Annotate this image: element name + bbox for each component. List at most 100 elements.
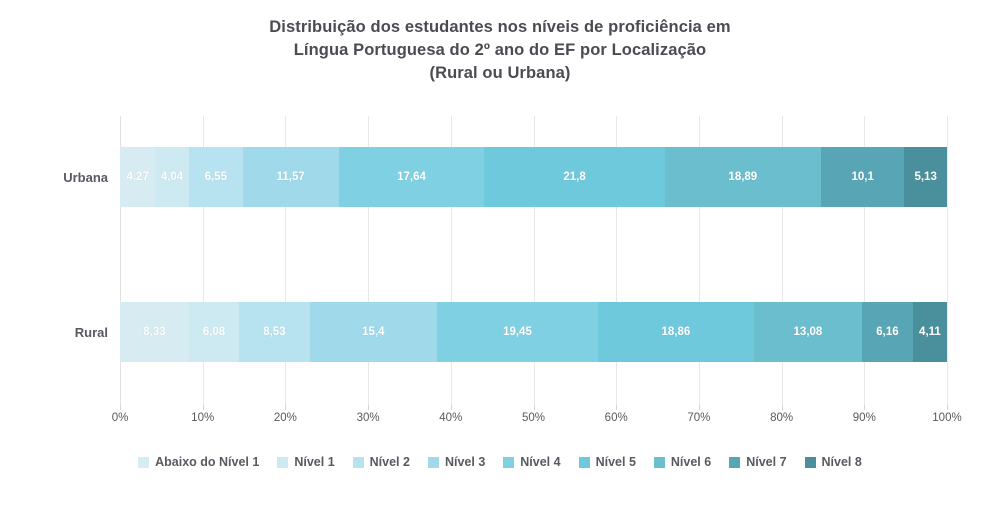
bar-segment[interactable]: 6,55 <box>188 147 243 207</box>
chart-title: Distribuição dos estudantes nos níveis d… <box>0 16 1000 85</box>
x-axis-tick-label: 50% <box>521 412 546 424</box>
bar-segment-value: 18,89 <box>728 171 758 183</box>
legend-label: Nível 5 <box>595 455 636 469</box>
legend-label: Nível 3 <box>444 455 486 469</box>
stacked-bars: 4,27 4,04 6,55 11,57 17,64 21,8 18,89 10,1 5,13 8… <box>120 116 947 405</box>
legend-swatch-icon <box>427 456 439 468</box>
legend-label: Abaixo do Nível 1 <box>155 455 260 469</box>
bar-segment-value: 15,4 <box>362 326 385 338</box>
bar-segment-value: 6,55 <box>204 171 227 183</box>
x-axis-tick-label: 20% <box>273 412 297 424</box>
legend-label: Nível 4 <box>520 455 561 469</box>
x-axis-tick-label: 100% <box>932 412 962 424</box>
legend-label: Nível 7 <box>746 455 787 469</box>
x-axis-tick <box>285 405 287 410</box>
x-axis-tick <box>616 405 618 410</box>
x-axis-tick-label: 60% <box>604 412 628 424</box>
legend-swatch-icon <box>503 456 515 468</box>
legend-label: Nível 2 <box>369 455 410 469</box>
legend-swatch-icon <box>653 456 665 468</box>
legend-swatch-icon <box>578 456 590 468</box>
x-axis-tick-label: 40% <box>439 412 463 424</box>
legend-swatch-icon <box>138 456 150 468</box>
legend-item[interactable]: Nível 8 <box>804 455 862 469</box>
legend-label: Nível 6 <box>670 455 712 469</box>
x-axis-tick <box>202 405 204 410</box>
bar-segment-value: 18,86 <box>661 326 691 338</box>
x-axis-tick <box>864 405 866 410</box>
legend-item[interactable]: Nível 6 <box>653 455 712 469</box>
bar-segment-value: 21,8 <box>563 171 586 183</box>
bar-segment-value: 4,11 <box>919 326 941 338</box>
category-axis: Urbana Rural <box>0 116 120 405</box>
legend-item[interactable]: Nível 7 <box>729 455 787 469</box>
legend-swatch-icon <box>729 456 741 468</box>
bar-segment-value: 4,27 <box>126 171 149 183</box>
bar-segment[interactable]: 5,13 <box>904 147 947 207</box>
bar-segment[interactable]: 15,4 <box>309 302 438 362</box>
bar-segment[interactable]: 4,04 <box>155 147 189 207</box>
bar-segment-value: 5,13 <box>914 171 937 183</box>
legend-item[interactable]: Nível 5 <box>578 455 636 469</box>
chart-title-line-2: Língua Portuguesa do 2º ano do EF por Lo… <box>293 41 707 59</box>
bar-segment-value: 4,04 <box>160 171 184 183</box>
bar-segment[interactable]: 4,27 <box>120 147 156 207</box>
legend-item[interactable]: Nível 4 <box>503 455 561 469</box>
bar-segment[interactable]: 10,1 <box>820 147 905 207</box>
bar-segment[interactable]: 6,08 <box>188 302 240 362</box>
x-axis-tick <box>698 405 700 410</box>
bar-segment[interactable]: 8,53 <box>239 302 310 362</box>
x-axis: 0% 10% 20% 30% 40% 50% 60% 70% 80% 90% 100% <box>112 405 962 431</box>
legend-item[interactable]: Nível 3 <box>427 455 486 469</box>
x-axis-tick-label: 70% <box>687 412 711 424</box>
bar-row: 8,33 6,08 8,53 15,4 19,45 18,86 13,08 6,16 4,11 <box>120 302 947 362</box>
bar-segment-value: 10,1 <box>851 171 874 183</box>
bar-segment[interactable]: 21,8 <box>484 147 665 207</box>
x-axis-tick <box>781 405 783 410</box>
legend-label: Nível 1 <box>294 455 335 469</box>
bar-segment[interactable]: 8,33 <box>120 302 189 362</box>
x-axis-tick-label: 0% <box>111 412 129 424</box>
chart-title-line-3: (Rural ou Urbana) <box>429 64 571 82</box>
bar-segment-value: 17,64 <box>397 171 426 183</box>
bar-segment[interactable]: 18,89 <box>664 147 821 207</box>
chart-legend: Abaixo do Nível 1 Nível 1 Nível 2 Nível 3 Ní… <box>0 455 1000 469</box>
bar-segment-value: 6,08 <box>202 326 226 338</box>
bar-segment-value: 19,45 <box>503 326 532 338</box>
legend-label: Nível 8 <box>821 455 862 469</box>
x-axis-tick <box>450 405 452 410</box>
bar-segment[interactable]: 11,57 <box>242 147 339 207</box>
legend-item[interactable]: Nível 2 <box>352 455 410 469</box>
legend-swatch-icon <box>352 456 364 468</box>
bar-segment[interactable]: 19,45 <box>437 302 598 362</box>
bar-segment-value: 11,57 <box>276 171 305 183</box>
x-axis-tick <box>947 405 948 410</box>
legend-swatch-icon <box>804 456 816 468</box>
legend-item[interactable]: Abaixo do Nível 1 <box>138 455 259 469</box>
plot-area: 4,27 4,04 6,55 11,57 17,64 21,8 18,89 10,1 5,13 8… <box>120 116 948 405</box>
bar-segment-value: 8,33 <box>143 326 166 338</box>
category-label-urbana: Urbana <box>63 170 108 185</box>
bar-segment[interactable]: 17,64 <box>338 147 485 207</box>
legend-item[interactable]: Nível 1 <box>277 455 335 469</box>
bar-segment[interactable]: 13,08 <box>753 302 862 362</box>
chart-title-line-1: Distribuição dos estudantes nos níveis d… <box>269 18 731 36</box>
x-axis-tick-label: 10% <box>191 412 215 424</box>
x-axis-tick-label: 80% <box>770 412 794 424</box>
x-axis-tick-label: 90% <box>852 412 876 424</box>
bar-segment[interactable]: 6,16 <box>862 302 913 362</box>
bar-row: 4,27 4,04 6,55 11,57 17,64 21,8 18,89 10,1 5,13 <box>120 147 947 207</box>
x-axis-tick <box>533 405 535 410</box>
x-axis-tick-label: 30% <box>356 412 380 424</box>
bar-segment-value: 13,08 <box>793 326 823 338</box>
bar-segment-value: 6,16 <box>876 326 899 338</box>
gridline <box>947 116 948 405</box>
legend-swatch-icon <box>277 456 289 468</box>
bar-segment[interactable]: 4,11 <box>912 302 947 362</box>
x-axis-tick <box>368 405 370 410</box>
x-axis-tick <box>120 405 121 410</box>
bar-segment[interactable]: 18,86 <box>597 302 754 362</box>
category-label-rural: Rural <box>74 325 108 340</box>
bar-segment-value: 8,53 <box>263 326 286 338</box>
